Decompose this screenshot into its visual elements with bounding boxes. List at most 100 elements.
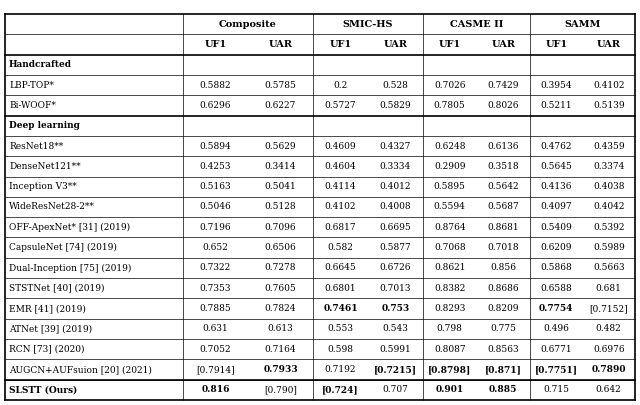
Text: RCN [73] (2020): RCN [73] (2020)	[9, 345, 84, 354]
Text: STSTNet [40] (2019): STSTNet [40] (2019)	[9, 284, 104, 293]
Text: 0.8293: 0.8293	[434, 304, 465, 313]
Text: 0.8087: 0.8087	[434, 345, 465, 354]
Text: 0.5645: 0.5645	[540, 162, 572, 171]
Text: 0.4042: 0.4042	[593, 202, 625, 211]
Text: 0.5046: 0.5046	[200, 202, 232, 211]
Text: UF1: UF1	[438, 40, 461, 49]
Text: 0.7052: 0.7052	[200, 345, 231, 354]
Text: 0.6726: 0.6726	[380, 263, 412, 273]
Text: 0.885: 0.885	[489, 385, 517, 394]
Text: 0.7013: 0.7013	[380, 284, 412, 293]
Text: 0.4012: 0.4012	[380, 182, 412, 191]
Text: SMIC-HS: SMIC-HS	[343, 20, 393, 29]
Text: 0.3334: 0.3334	[380, 162, 411, 171]
Text: 0.7824: 0.7824	[265, 304, 296, 313]
Text: 0.7096: 0.7096	[265, 223, 296, 232]
Text: 0.901: 0.901	[436, 385, 464, 394]
Text: 0.6695: 0.6695	[380, 223, 412, 232]
Text: 0.5868: 0.5868	[540, 263, 572, 273]
Text: 0.707: 0.707	[383, 385, 408, 394]
Text: 0.6976: 0.6976	[593, 345, 625, 354]
Text: ResNet18**: ResNet18**	[9, 142, 63, 151]
Text: 0.543: 0.543	[383, 324, 408, 333]
Text: [0.7152]: [0.7152]	[589, 304, 628, 313]
Text: [0.871]: [0.871]	[485, 365, 522, 374]
Text: 0.798: 0.798	[437, 324, 463, 333]
Text: 0.7068: 0.7068	[434, 243, 465, 252]
Text: 0.6817: 0.6817	[324, 223, 356, 232]
Text: 0.3954: 0.3954	[540, 81, 572, 90]
Text: 0.5877: 0.5877	[380, 243, 412, 252]
Text: 0.856: 0.856	[490, 263, 516, 273]
Text: [0.7914]: [0.7914]	[196, 365, 235, 374]
Text: 0.598: 0.598	[328, 345, 353, 354]
Text: 0.5687: 0.5687	[488, 202, 519, 211]
Text: 0.8563: 0.8563	[488, 345, 519, 354]
Text: 0.4609: 0.4609	[324, 142, 356, 151]
Text: 0.5663: 0.5663	[593, 263, 625, 273]
Text: 0.8382: 0.8382	[434, 284, 465, 293]
Text: 0.5991: 0.5991	[380, 345, 412, 354]
Text: 0.7164: 0.7164	[265, 345, 296, 354]
Text: 0.7754: 0.7754	[539, 304, 573, 313]
Text: 0.816: 0.816	[201, 385, 230, 394]
Text: 0.652: 0.652	[203, 243, 228, 252]
Text: 0.5642: 0.5642	[488, 182, 519, 191]
Text: UF1: UF1	[545, 40, 567, 49]
Text: 0.5989: 0.5989	[593, 243, 625, 252]
Text: 0.2909: 0.2909	[434, 162, 465, 171]
Text: CapsuleNet [74] (2019): CapsuleNet [74] (2019)	[9, 243, 117, 252]
Text: 0.4097: 0.4097	[540, 202, 572, 211]
Text: 0.482: 0.482	[596, 324, 621, 333]
Text: 0.7278: 0.7278	[265, 263, 296, 273]
Text: 0.528: 0.528	[383, 81, 408, 90]
Text: UAR: UAR	[492, 40, 515, 49]
Text: 0.7890: 0.7890	[591, 365, 626, 374]
Text: UAR: UAR	[596, 40, 621, 49]
Text: 0.8026: 0.8026	[488, 101, 519, 110]
Text: LBP-TOP*: LBP-TOP*	[9, 81, 54, 90]
Text: 0.5139: 0.5139	[593, 101, 625, 110]
Text: 0.7322: 0.7322	[200, 263, 231, 273]
Text: 0.775: 0.775	[490, 324, 516, 333]
Text: 0.4102: 0.4102	[324, 202, 356, 211]
Text: 0.5894: 0.5894	[200, 142, 232, 151]
Text: 0.8681: 0.8681	[488, 223, 519, 232]
Text: 0.7805: 0.7805	[434, 101, 466, 110]
Text: 0.3518: 0.3518	[488, 162, 519, 171]
Text: [0.724]: [0.724]	[322, 385, 359, 394]
Text: 0.6771: 0.6771	[540, 345, 572, 354]
Text: 0.496: 0.496	[543, 324, 569, 333]
Text: 0.6136: 0.6136	[488, 142, 519, 151]
Text: 0.7605: 0.7605	[264, 284, 296, 293]
Text: 0.5727: 0.5727	[324, 101, 356, 110]
Text: DenseNet121**: DenseNet121**	[9, 162, 81, 171]
Text: 0.681: 0.681	[596, 284, 621, 293]
Text: 0.613: 0.613	[268, 324, 293, 333]
Text: 0.5409: 0.5409	[540, 223, 572, 232]
Text: 0.7018: 0.7018	[488, 243, 519, 252]
Text: 0.4359: 0.4359	[593, 142, 625, 151]
Text: ATNet [39] (2019): ATNet [39] (2019)	[9, 324, 92, 333]
Text: 0.4762: 0.4762	[541, 142, 572, 151]
Text: 0.582: 0.582	[328, 243, 353, 252]
Text: Handcrafted: Handcrafted	[9, 60, 72, 69]
Text: 0.6296: 0.6296	[200, 101, 231, 110]
Text: SLSTT (Ours): SLSTT (Ours)	[9, 385, 77, 394]
Text: 0.5785: 0.5785	[264, 81, 296, 90]
Text: 0.753: 0.753	[381, 304, 410, 313]
Text: 0.5629: 0.5629	[265, 142, 296, 151]
Text: 0.8209: 0.8209	[488, 304, 519, 313]
Text: 0.4114: 0.4114	[324, 182, 356, 191]
Text: 0.5128: 0.5128	[265, 202, 296, 211]
Text: 0.4038: 0.4038	[593, 182, 625, 191]
Text: [0.7215]: [0.7215]	[374, 365, 417, 374]
Text: 0.6645: 0.6645	[324, 263, 356, 273]
Text: 0.6248: 0.6248	[434, 142, 465, 151]
Text: 0.7196: 0.7196	[200, 223, 231, 232]
Text: 0.6209: 0.6209	[541, 243, 572, 252]
Text: 0.7429: 0.7429	[488, 81, 519, 90]
Text: 0.6506: 0.6506	[264, 243, 296, 252]
Text: [0.7751]: [0.7751]	[535, 365, 578, 374]
Text: 0.7192: 0.7192	[324, 365, 356, 374]
